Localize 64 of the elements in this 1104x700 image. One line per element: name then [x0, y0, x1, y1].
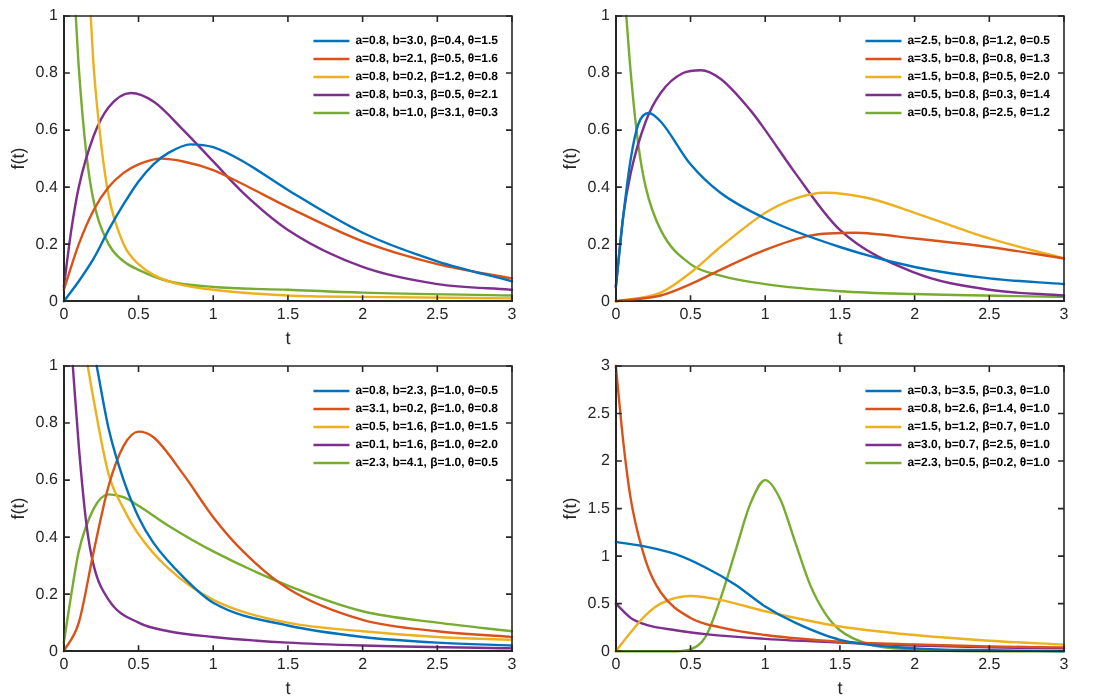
x-tick-label: 0.5	[127, 305, 151, 324]
y-tick-label: 0.8	[587, 63, 611, 82]
y-axis-title: f(t)	[7, 497, 28, 520]
x-tick-label: 3	[1059, 655, 1070, 674]
x-tick-label: 1.5	[828, 655, 853, 674]
y-tick-label: 0.8	[35, 63, 59, 82]
y-tick-label: 0.6	[35, 120, 59, 139]
y-tick-label: 1	[48, 6, 59, 25]
y-tick-label: 0.4	[35, 177, 59, 196]
y-axis-title: f(t)	[559, 497, 580, 520]
x-tick-label: 1	[760, 305, 771, 324]
x-tick-label: 2	[358, 305, 369, 324]
y-tick-label: 0.4	[587, 177, 611, 196]
line-series	[62, 493, 514, 644]
x-tick-label: 2.5	[978, 655, 1002, 674]
y-tick-label: 0	[600, 641, 611, 660]
x-tick-label: 0.5	[679, 305, 703, 324]
y-tick-label: 0.2	[35, 584, 59, 603]
x-tick-label: 3	[507, 655, 518, 674]
x-tick-label: 2.5	[426, 305, 450, 324]
x-tick-label: 1.5	[828, 305, 853, 324]
x-tick-label: 2.5	[978, 305, 1002, 324]
line-series	[614, 68, 1066, 297]
x-tick-label: 2	[910, 305, 921, 324]
x-tick-label: 1.5	[276, 655, 301, 674]
y-axis-title: f(t)	[559, 147, 580, 170]
y-tick-label: 0.4	[35, 527, 59, 546]
y-tick-label: 0.5	[587, 594, 611, 613]
y-tick-label: 1	[600, 546, 611, 565]
y-tick-label: 1	[600, 6, 611, 25]
y-tick-label: 0.2	[587, 234, 611, 253]
x-tick-label: 2	[358, 655, 369, 674]
line-series	[625, 14, 1066, 299]
x-tick-label: 2.5	[426, 655, 450, 674]
line-series	[614, 364, 1066, 649]
x-tick-label: 1.5	[276, 305, 301, 324]
y-tick-label: 0	[48, 641, 59, 660]
y-axis-title: f(t)	[7, 147, 28, 170]
x-axis-title: t	[837, 328, 844, 349]
y-tick-label: 1.5	[587, 499, 611, 518]
x-tick-label: 0.5	[679, 655, 703, 674]
x-axis-title: t	[837, 678, 844, 699]
y-tick-label: 0.6	[35, 470, 59, 489]
y-tick-label: 1	[48, 356, 59, 375]
line-series	[62, 157, 514, 291]
x-tick-label: 1	[208, 655, 219, 674]
x-tick-label: 2	[910, 655, 921, 674]
x-tick-label: 3	[507, 305, 518, 324]
x-tick-label: 1	[760, 655, 771, 674]
line-series	[614, 111, 1066, 289]
y-tick-label: 2	[600, 451, 611, 470]
y-tick-label: 2.5	[587, 403, 611, 422]
y-tick-label: 0.8	[35, 413, 59, 432]
x-tick-label: 1	[208, 305, 219, 324]
y-tick-label: 0.2	[35, 234, 59, 253]
line-series	[62, 91, 514, 291]
x-axis-title: t	[285, 678, 292, 699]
y-tick-label: 3	[600, 356, 611, 375]
y-tick-label: 0.6	[587, 120, 611, 139]
y-tick-label: 0	[600, 291, 611, 310]
x-tick-label: 3	[1059, 305, 1070, 324]
x-tick-label: 0.5	[127, 655, 151, 674]
x-axis-title: t	[285, 328, 292, 349]
y-tick-label: 0	[48, 291, 59, 310]
